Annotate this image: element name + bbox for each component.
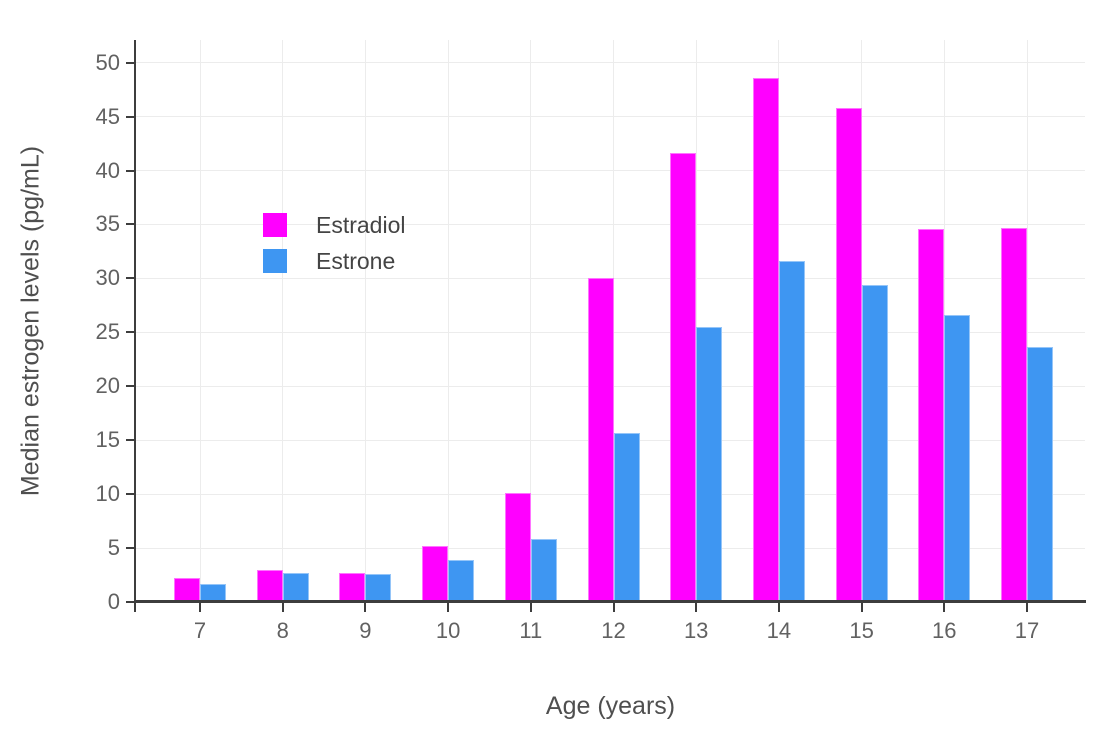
y-tick-label-0: 0 (107, 589, 120, 614)
y-tick-label-5: 5 (107, 535, 120, 561)
x-tick-9 (364, 603, 367, 612)
x-tick-label-8: 8 (276, 618, 289, 643)
x-tick-17 (1026, 603, 1028, 612)
bar-estrone-age-9[interactable] (365, 573, 392, 602)
y-tick-label-30: 30 (95, 265, 120, 291)
v-gridline-11 (530, 40, 532, 602)
plot-area (136, 40, 1085, 602)
v-gridline-7 (199, 40, 201, 602)
y-tick-5 (126, 547, 135, 550)
bar-estradiol-age-8[interactable] (256, 569, 283, 602)
x-tick-label-15: 15 (849, 618, 874, 643)
x-tick-label-16: 16 (932, 618, 957, 643)
v-gridline-17 (1026, 40, 1028, 602)
y-axis-line (134, 40, 136, 612)
bar-estrone-age-10[interactable] (448, 559, 475, 602)
y-tick-label-15: 15 (95, 427, 120, 453)
y-tick-40 (126, 169, 135, 172)
x-tick-label-14: 14 (766, 618, 792, 643)
bar-estrone-age-8[interactable] (282, 572, 309, 602)
bar-estrone-age-15[interactable] (861, 284, 888, 602)
v-gridline-12 (613, 40, 614, 602)
y-tick-15 (126, 439, 135, 442)
x-tick-label-11: 11 (519, 618, 543, 643)
y-tick-20 (126, 385, 135, 388)
x-tick-label-17: 17 (1014, 618, 1040, 643)
bar-estrone-age-7[interactable] (200, 583, 226, 602)
y-tick-label-40: 40 (95, 157, 120, 183)
x-axis-title: Age (years) (545, 692, 676, 720)
y-tick-45 (126, 115, 135, 118)
v-gridline-9 (364, 40, 366, 602)
x-tick-13 (695, 603, 698, 612)
x-tick-14 (777, 603, 780, 612)
x-tick-label-13: 13 (683, 618, 709, 643)
legend: Estradiol Estrone (263, 211, 406, 285)
h-gridline-45 (136, 116, 1085, 118)
y-axis-title: Median estrogen levels (pg/mL) (16, 145, 45, 497)
x-tick-label-10: 10 (435, 618, 461, 643)
bar-estradiol-age-17[interactable] (1001, 227, 1027, 602)
x-tick-8 (281, 603, 284, 612)
bar-estrone-age-14[interactable] (778, 261, 805, 602)
h-gridline-35 (136, 223, 1085, 225)
v-gridline-10 (447, 40, 449, 602)
x-tick-label-12: 12 (601, 618, 626, 643)
h-gridline-50 (136, 62, 1085, 64)
y-tick-label-45: 45 (95, 103, 120, 129)
x-tick-16 (943, 603, 946, 612)
h-gridline-30 (136, 277, 1085, 279)
x-tick-12 (612, 603, 615, 612)
x-axis-line (134, 600, 1086, 603)
y-tick-25 (126, 331, 135, 334)
h-gridline-40 (136, 170, 1085, 172)
bar-estrone-age-17[interactable] (1027, 347, 1053, 602)
x-tick-label-7: 7 (193, 618, 207, 643)
bar-estradiol-age-9[interactable] (339, 572, 366, 602)
x-tick-15 (860, 603, 863, 612)
bar-estrone-age-16[interactable] (944, 315, 971, 602)
estrone-legend-swatch (263, 249, 287, 273)
y-tick-label-25: 25 (95, 319, 120, 345)
y-tick-label-10: 10 (95, 481, 120, 507)
y-tick-10 (126, 493, 135, 496)
legend-item-estrone[interactable]: Estrone (263, 247, 405, 274)
bar-estrone-age-13[interactable] (696, 326, 723, 602)
bar-estradiol-age-12[interactable] (587, 278, 614, 602)
bar-estradiol-age-16[interactable] (918, 228, 945, 602)
x-tick-11 (529, 603, 532, 612)
x-tick-7 (199, 603, 201, 612)
bar-estradiol-age-15[interactable] (835, 107, 862, 602)
y-tick-35 (126, 223, 135, 226)
y-tick-50 (126, 61, 135, 64)
bar-estrone-age-11[interactable] (530, 539, 557, 602)
y-tick-label-50: 50 (95, 49, 120, 75)
legend-item-estradiol[interactable]: Estradiol (263, 211, 406, 238)
v-gridline-8 (282, 40, 284, 602)
v-gridline-13 (695, 40, 697, 602)
y-tick-label-35: 35 (95, 211, 120, 237)
bar-estradiol-age-10[interactable] (422, 545, 449, 602)
bar-estradiol-age-14[interactable] (752, 77, 779, 602)
y-tick-0 (126, 601, 135, 603)
x-tick-label-9: 9 (359, 618, 372, 643)
y-tick-30 (126, 277, 135, 280)
estrone-legend-label: Estrone (316, 247, 396, 274)
estradiol-legend-swatch (263, 213, 287, 237)
bar-estrone-age-12[interactable] (613, 432, 640, 602)
estradiol-legend-label: Estradiol (316, 211, 406, 238)
y-tick-label-20: 20 (95, 373, 120, 399)
x-tick-10 (447, 603, 450, 612)
bar-estradiol-age-13[interactable] (670, 153, 697, 602)
bar-estradiol-age-11[interactable] (504, 493, 531, 602)
bar-estradiol-age-7[interactable] (174, 578, 200, 602)
